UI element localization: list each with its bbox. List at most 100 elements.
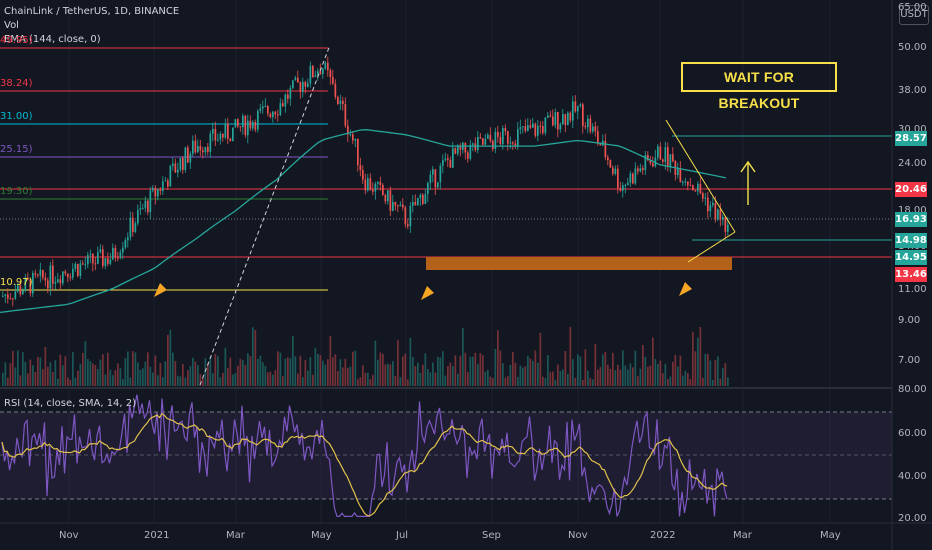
candle-body (479, 136, 482, 139)
volume-bar (594, 344, 597, 386)
volume-bar (4, 362, 7, 386)
volume-bar (274, 370, 277, 386)
candle-body (557, 112, 559, 130)
volume-bar (364, 372, 367, 386)
candle-body (317, 71, 319, 76)
time-axis-label: Nov (568, 530, 588, 541)
candle-body (204, 146, 207, 153)
candle-body (492, 140, 494, 150)
candle-body (354, 138, 357, 141)
candle-body (539, 125, 542, 127)
volume-bar (329, 335, 332, 386)
candle-body (429, 174, 432, 184)
candle-body (564, 114, 567, 125)
volume-bar (699, 326, 702, 386)
volume-bar (267, 372, 269, 386)
volume-bar (69, 379, 72, 386)
candle-body (209, 133, 212, 152)
candle-body (92, 253, 94, 264)
candle-body (637, 168, 639, 172)
volume-bar (99, 359, 102, 386)
volume-bar (527, 355, 529, 386)
volume-bar (592, 379, 594, 386)
time-axis-label: 2022 (650, 530, 676, 541)
volume-bar (447, 366, 449, 386)
candle-body (362, 170, 364, 180)
volume-bar (659, 360, 662, 386)
volume-bar (672, 361, 674, 386)
candle-body (342, 100, 344, 105)
volume-bar (684, 370, 687, 386)
volume-bar (112, 375, 114, 386)
candle-body (89, 253, 92, 256)
rsi-axis-label: 80.00 (898, 384, 927, 395)
fib-level-label: 10.97) (0, 277, 33, 288)
candle-body (372, 189, 374, 192)
volume-bar (404, 353, 407, 386)
volume-bar (42, 369, 44, 386)
volume-bar (667, 378, 669, 386)
candle-body (264, 105, 267, 107)
volume-bar (359, 377, 362, 386)
candle-body (682, 181, 684, 183)
candle-body (104, 258, 107, 267)
candle-body (659, 146, 662, 160)
volume-bar (587, 370, 589, 386)
volume-bar (187, 370, 189, 386)
volume-bar (377, 359, 379, 386)
candle-body (517, 129, 519, 146)
candle-body (592, 126, 594, 132)
volume-bar (304, 359, 307, 386)
volume-bar (412, 356, 414, 386)
candle-body (12, 298, 14, 300)
price-axis-label: 30.00 (898, 124, 927, 135)
volume-bar (292, 335, 294, 386)
volume-bar (242, 360, 244, 386)
candle-body (222, 133, 224, 138)
candle-body (289, 88, 292, 99)
volume-bar (702, 377, 704, 386)
volume-bar (707, 353, 709, 386)
candle-body (689, 185, 692, 187)
candle-body (292, 80, 294, 89)
volume-bar (54, 360, 57, 386)
volume-bar (682, 375, 684, 386)
volume-bar (477, 363, 479, 386)
volume-bar (479, 353, 482, 386)
volume-bar (557, 364, 559, 386)
price-tag: 14.98 (895, 233, 927, 248)
candle-body (619, 188, 622, 191)
candle-body (22, 290, 24, 295)
fib-level-label: 31.00) (0, 111, 33, 122)
volume-bar (247, 353, 249, 386)
volume-bar (392, 361, 394, 386)
candle-body (647, 155, 649, 161)
currency-button[interactable]: USDT (899, 5, 929, 25)
candle-body (369, 178, 372, 190)
volume-bar (72, 352, 74, 386)
volume-bar (309, 357, 312, 386)
volume-bar (389, 364, 392, 386)
candle-body (502, 127, 504, 145)
candle-body (319, 71, 322, 75)
candle-body (79, 263, 82, 276)
volume-bar (532, 360, 534, 386)
support-zone (426, 257, 732, 270)
volume-bar (582, 379, 584, 386)
candle-body (244, 115, 247, 136)
candle-body (714, 202, 717, 220)
volume-bar (469, 356, 472, 386)
volume-bar (49, 362, 52, 386)
volume-bar (282, 376, 284, 386)
candle-body (352, 134, 354, 141)
time-axis-label: May (311, 530, 332, 541)
volume-bar (237, 365, 239, 386)
candle-body (237, 119, 239, 127)
candle-body (197, 146, 199, 153)
volume-bar (209, 357, 212, 386)
volume-bar (544, 378, 547, 386)
candle-body (604, 140, 607, 158)
candle-body (434, 169, 437, 188)
candle-body (509, 142, 512, 144)
